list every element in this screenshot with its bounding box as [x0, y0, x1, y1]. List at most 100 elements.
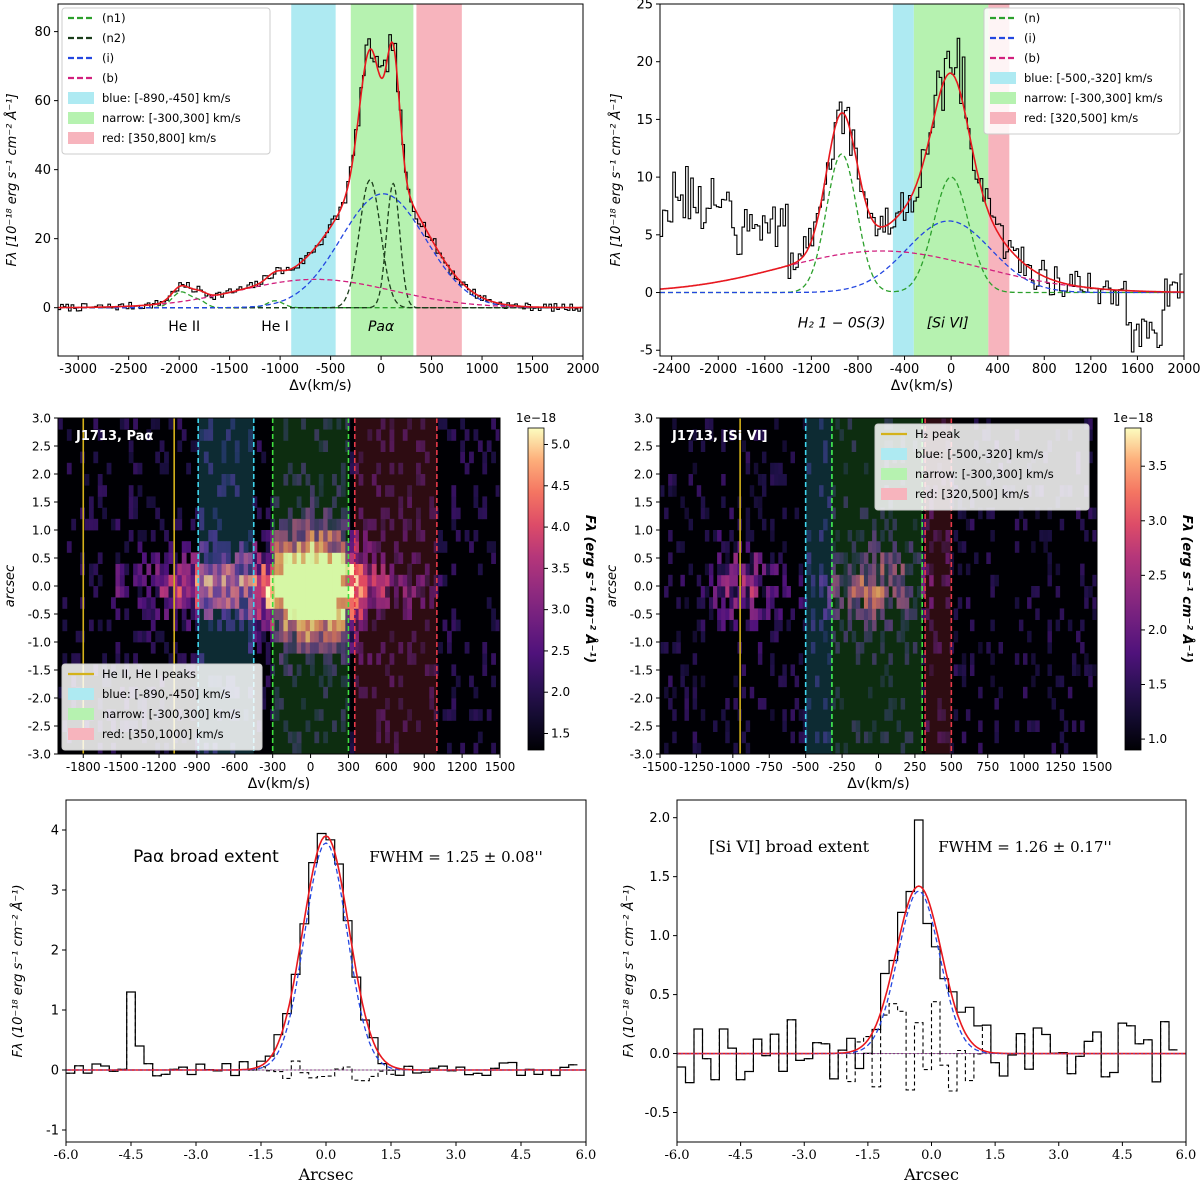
pixel: [252, 608, 258, 620]
pixel: [66, 541, 72, 553]
axes-frame: -1800 -1500 -1200 -900 -600 -300 0 300 600 900 120…: [3, 412, 515, 793]
pixel: [248, 586, 253, 598]
pixel: [876, 541, 881, 553]
pixel: [684, 709, 689, 721]
plot-frame: [659, 3, 1185, 357]
pixel: [323, 541, 329, 553]
pixel: [301, 507, 306, 520]
pixel: [177, 563, 183, 576]
pixel: [283, 597, 289, 609]
pixel: [407, 586, 412, 598]
pixel: [208, 552, 214, 564]
x-tick-label: 1250: [1045, 760, 1076, 774]
pixel: [111, 518, 116, 531]
pixel: [380, 518, 386, 531]
pixel: [704, 586, 710, 598]
pixel: [137, 597, 143, 609]
pixel: [668, 574, 673, 587]
pixel: [327, 642, 333, 654]
pixel: [733, 675, 738, 688]
pixel: [115, 552, 121, 564]
pixel: [794, 698, 800, 710]
pixel: [1088, 429, 1093, 441]
pixel: [904, 619, 910, 632]
legend-swatch: [68, 92, 94, 104]
pixel: [688, 563, 694, 576]
pixel: [451, 698, 457, 710]
pixel: [757, 608, 763, 620]
pixel: [274, 530, 280, 542]
pixel: [1059, 709, 1065, 721]
pixel: [239, 586, 245, 598]
pixel: [362, 563, 368, 576]
pixel: [385, 485, 390, 497]
pixel: [713, 720, 718, 732]
pixel: [1080, 720, 1085, 732]
pixel: [957, 597, 963, 609]
pixel: [949, 642, 955, 654]
pixel: [141, 530, 147, 542]
pixel: [725, 563, 730, 576]
pixel: [349, 586, 355, 598]
pixel: [753, 563, 759, 576]
pixel: [851, 541, 857, 553]
pixel: [774, 586, 779, 598]
pixel: [393, 541, 399, 553]
pixel: [953, 630, 959, 643]
pixel: [416, 574, 421, 587]
pixel: [208, 608, 214, 620]
pixel: [692, 630, 698, 643]
pixel: [1027, 630, 1032, 643]
pixel: [717, 574, 722, 587]
pixel: [292, 742, 298, 754]
pixel: [672, 642, 677, 654]
pixel: [367, 429, 373, 441]
x-tick-label: 400: [985, 362, 1010, 377]
pixel: [380, 507, 386, 520]
pixel: [380, 642, 386, 654]
pixel: [292, 586, 298, 598]
pixel: [296, 552, 302, 564]
pixel: [1051, 698, 1057, 710]
pixel: [212, 507, 218, 520]
pixel: [97, 574, 103, 587]
pixel: [847, 586, 853, 598]
pixel: [305, 720, 311, 732]
pixel: [721, 619, 726, 632]
pixel: [420, 642, 426, 654]
colorbar-gradient: [1124, 427, 1142, 751]
pixel: [876, 586, 881, 598]
pixel: [721, 574, 726, 587]
pixel: [823, 574, 828, 587]
pixel: [725, 552, 730, 564]
pixel: [770, 474, 775, 486]
pixel: [309, 630, 315, 643]
pixel: [318, 586, 324, 598]
x-tick-label: 500: [940, 760, 963, 774]
pixel: [292, 608, 298, 620]
pixel: [990, 530, 995, 542]
pixel: [491, 451, 496, 464]
x-tick-label: 250: [903, 760, 926, 774]
pixel: [309, 485, 315, 497]
pixel: [164, 574, 169, 587]
pixel: [270, 563, 275, 576]
pixel: [851, 608, 857, 620]
pixel: [921, 530, 926, 542]
pixel: [309, 552, 315, 564]
pixel: [349, 541, 355, 553]
pixel: [451, 619, 457, 632]
pixel: [1076, 664, 1081, 676]
pixel: [438, 530, 443, 542]
pixel: [128, 496, 134, 508]
pixel: [239, 552, 245, 564]
pixel: [296, 664, 302, 676]
colorbar-tick-label: 1.0: [1148, 732, 1167, 746]
pixel: [835, 642, 840, 654]
pixel: [904, 563, 910, 576]
pixel: [305, 586, 311, 598]
pixel: [969, 653, 975, 665]
pixel: [332, 642, 337, 654]
pixel: [888, 698, 893, 710]
